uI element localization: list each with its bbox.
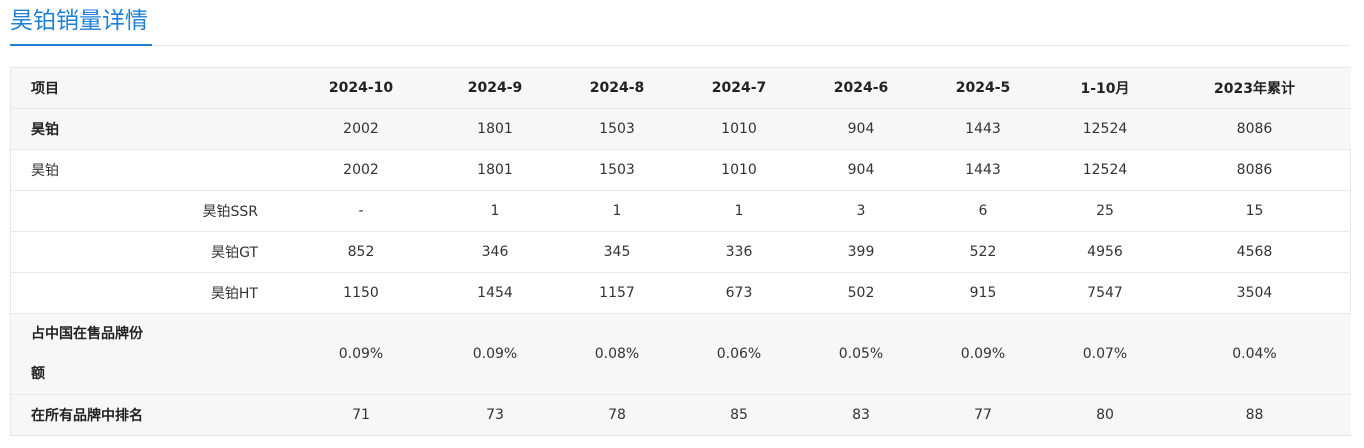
- row-label: 昊铂: [11, 108, 296, 150]
- table-cell: 0.05%: [808, 313, 914, 395]
- table-cell: 0.04%: [1158, 313, 1351, 395]
- table-cell: 4956: [1052, 231, 1158, 273]
- table-cell: 1454: [426, 272, 564, 314]
- table-cell: 80: [1096, 407, 1114, 423]
- header-cell: 1-10月: [1052, 68, 1158, 109]
- row-label: 在所有品牌中排名: [31, 408, 143, 424]
- table-cell: 3: [808, 190, 914, 232]
- table-cell: 904: [808, 149, 914, 191]
- table-cell: 1443: [914, 149, 1052, 191]
- table-cell: 904: [808, 108, 914, 150]
- row-label: 昊铂GT: [11, 231, 296, 273]
- sales-table-container: 项目 2024-10 2024-9 2024-8 2024-7 2024-6 2…: [10, 67, 1351, 436]
- table-cell: 1150: [296, 272, 426, 314]
- table-cell: 0.09%: [914, 313, 1052, 395]
- table-cell: 77: [974, 407, 992, 423]
- table-cell: 4568: [1158, 231, 1351, 273]
- table-cell: 12524: [1052, 108, 1158, 150]
- table-cell: 1157: [564, 272, 670, 314]
- table-row-rank: 在所有品牌中排名 71 73 78 85 83 77 80 88: [11, 394, 1351, 435]
- table-cell: 0.08%: [564, 313, 670, 395]
- table-cell: 1443: [914, 108, 1052, 150]
- table-row-model-ssr: 昊铂SSR - 1 1 1 3 6 25 15: [11, 190, 1351, 232]
- row-label: 占中国在售品牌份额: [11, 313, 296, 395]
- table-cell: 336: [670, 231, 808, 273]
- table-cell: 2002: [296, 149, 426, 191]
- table-cell: 6: [914, 190, 1052, 232]
- table-cell: 8086: [1158, 149, 1351, 191]
- table-cell: 673: [670, 272, 808, 314]
- table-cell: -: [296, 190, 426, 232]
- header-cell: 2024-5: [914, 68, 1052, 109]
- row-label: 昊铂: [11, 149, 296, 191]
- table-row-brand: 昊铂 2002 1801 1503 1010 904 1443 12524 80…: [11, 149, 1351, 191]
- table-row-model-gt: 昊铂GT 852 346 345 336 399 522 4956 4568: [11, 231, 1351, 273]
- table-cell: 78: [608, 407, 626, 423]
- table-header-row: 项目 2024-10 2024-9 2024-8 2024-7 2024-6 2…: [11, 68, 1351, 109]
- table-cell: 0.07%: [1052, 313, 1158, 395]
- table-cell: 71: [352, 407, 370, 423]
- table-cell: 1503: [564, 108, 670, 150]
- header-cell-item: 项目: [11, 68, 296, 109]
- table-cell: 12524: [1052, 149, 1158, 191]
- table-cell: 0.09%: [296, 313, 426, 395]
- table-cell: 15: [1158, 190, 1351, 232]
- table-cell: 0.09%: [426, 313, 564, 395]
- table-row-brand-total: 昊铂 2002 1801 1503 1010 904 1443 12524 80…: [11, 108, 1351, 150]
- table-cell: 1: [426, 190, 564, 232]
- page-title: 昊铂销量详情: [10, 4, 152, 46]
- table-cell: 0.06%: [670, 313, 808, 395]
- table-row-market-share: 占中国在售品牌份额 0.09% 0.09% 0.08% 0.06% 0.05% …: [11, 313, 1351, 395]
- table-cell: 2002: [296, 108, 426, 150]
- table-cell: 73: [486, 407, 504, 423]
- table-cell: 85: [730, 407, 748, 423]
- row-label: 昊铂HT: [11, 272, 296, 314]
- header-cell: 2023年累计: [1158, 68, 1351, 109]
- table-cell: 1010: [670, 108, 808, 150]
- table-cell: 399: [808, 231, 914, 273]
- header-cell: 2024-7: [670, 68, 808, 109]
- table-cell: 1: [564, 190, 670, 232]
- table-cell: 915: [914, 272, 1052, 314]
- table-row-model-ht: 昊铂HT 1150 1454 1157 673 502 915 7547 350…: [11, 272, 1351, 314]
- table-cell: 3504: [1158, 272, 1351, 314]
- table-cell: 88: [1245, 407, 1264, 423]
- sales-table: 项目 2024-10 2024-9 2024-8 2024-7 2024-6 2…: [11, 68, 1351, 435]
- table-cell: 1: [670, 190, 808, 232]
- table-cell: 502: [808, 272, 914, 314]
- table-cell: 83: [852, 407, 870, 423]
- table-cell: 7547: [1052, 272, 1158, 314]
- table-cell: 1801: [426, 149, 564, 191]
- header-cell: 2024-8: [564, 68, 670, 109]
- table-cell: 1801: [426, 108, 564, 150]
- header-cell: 2024-10: [296, 68, 426, 109]
- table-cell: 1503: [564, 149, 670, 191]
- table-cell: 852: [296, 231, 426, 273]
- table-cell: 346: [426, 231, 564, 273]
- table-cell: 1010: [670, 149, 808, 191]
- title-bar: 昊铂销量详情: [10, 0, 1350, 46]
- row-label: 昊铂SSR: [11, 190, 296, 232]
- header-cell: 2024-9: [426, 68, 564, 109]
- table-cell: 25: [1052, 190, 1158, 232]
- table-cell: 8086: [1158, 108, 1351, 150]
- table-cell: 345: [564, 231, 670, 273]
- header-cell: 2024-6: [808, 68, 914, 109]
- table-cell: 522: [914, 231, 1052, 273]
